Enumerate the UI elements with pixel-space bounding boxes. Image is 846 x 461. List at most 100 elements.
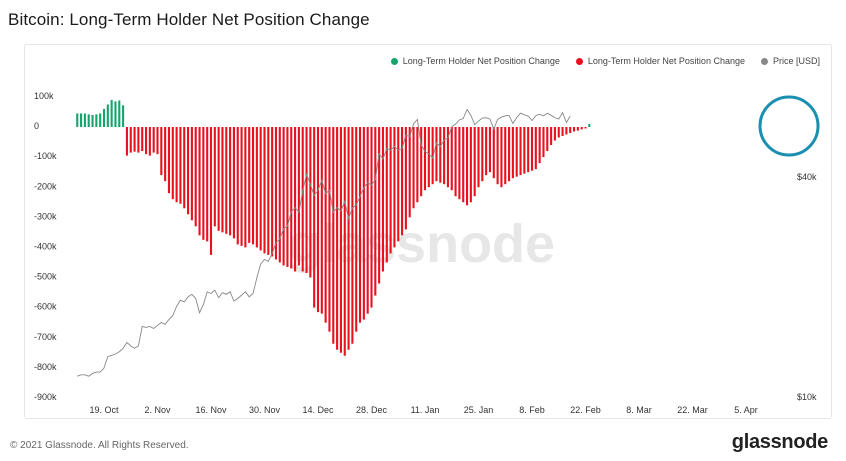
lth-net-change-bar — [102, 108, 106, 127]
y-tick-label: -100k — [34, 151, 57, 161]
copyright-text: © 2021 Glassnode. All Rights Reserved. — [10, 440, 189, 451]
lth-net-change-bar — [523, 127, 526, 174]
lth-net-change-bar — [488, 127, 492, 173]
legend-dot-gray — [760, 57, 768, 65]
x-tick-label: 2. Nov — [144, 405, 171, 415]
price-tick-label: $10k — [797, 392, 817, 402]
lth-net-change-bar — [378, 127, 381, 284]
lth-net-change-bar — [114, 101, 117, 127]
y-tick-label: -900k — [34, 392, 57, 402]
lth-net-change-bar — [389, 127, 392, 254]
lth-net-change-bar — [374, 127, 377, 296]
lth-net-change-bar — [320, 127, 323, 314]
x-tick-label: 8. Mar — [626, 405, 652, 415]
x-tick-label: 19. Oct — [89, 405, 119, 415]
lth-net-change-bar — [236, 127, 239, 245]
x-tick-label: 22. Mar — [677, 405, 708, 415]
y-tick-label: -400k — [34, 242, 57, 252]
lth-net-change-bar — [420, 127, 423, 197]
lth-net-change-bar — [580, 127, 583, 130]
lth-net-change-bar — [244, 127, 247, 248]
legend-label-lth-positive: Long-Term Holder Net Position Change — [402, 56, 560, 66]
legend-item-lth-negative[interactable]: Long-Term Holder Net Position Change — [575, 56, 745, 66]
lth-net-change-bar — [439, 127, 442, 183]
lth-net-change-bar — [504, 127, 507, 185]
lth-net-change-bar — [469, 127, 472, 203]
lth-net-change-bar — [561, 127, 564, 137]
lth-net-change-bar — [95, 114, 98, 127]
lth-net-change-bar — [393, 127, 396, 248]
y-tick-label: -500k — [34, 272, 57, 282]
lth-net-change-bar — [152, 127, 155, 153]
lth-net-change-bar — [431, 127, 434, 185]
lth-net-change-bar — [534, 127, 537, 170]
lth-net-change-bar — [206, 127, 209, 242]
lth-net-change-bar — [99, 113, 102, 127]
x-tick-label: 8. Feb — [519, 405, 545, 415]
lth-net-change-bar — [137, 127, 140, 153]
lth-net-change-bar — [183, 127, 186, 209]
lth-net-change-bar — [358, 127, 362, 323]
lth-net-change-bar — [462, 127, 465, 203]
lth-net-change-bar — [198, 127, 201, 236]
lth-net-change-bar — [156, 127, 159, 155]
lth-net-change-bar — [355, 127, 358, 332]
x-tick-label: 28. Dec — [356, 405, 388, 415]
lth-net-change-bar — [213, 127, 216, 227]
lth-net-change-bar — [133, 127, 136, 152]
lth-net-change-bar — [221, 127, 224, 233]
x-tick-label: 16. Nov — [195, 405, 227, 415]
x-tick-label: 11. Jan — [411, 405, 440, 415]
lth-net-change-bar — [550, 127, 553, 146]
lth-net-change-bar — [553, 127, 556, 141]
lth-net-change-bar — [397, 127, 400, 242]
watermark: glassnode — [288, 214, 555, 274]
lth-net-change-bar — [76, 113, 79, 127]
lth-net-change-bar — [458, 127, 461, 200]
lth-net-change-bar — [500, 127, 503, 188]
lth-net-change-bar — [225, 127, 228, 234]
lth-net-change-bar — [278, 127, 281, 263]
lth-net-change-bar — [546, 127, 549, 152]
lth-net-change-bar — [527, 127, 530, 173]
lth-net-change-bar — [267, 127, 270, 255]
lth-net-change-bar — [576, 127, 579, 131]
lth-net-change-bar — [141, 127, 144, 152]
lth-net-change-bar — [538, 127, 541, 164]
lth-net-change-bar — [229, 127, 232, 236]
lth-net-change-bar — [251, 127, 255, 245]
x-tick-label: 25. Jan — [464, 405, 494, 415]
x-tick-label: 30. Nov — [249, 405, 281, 415]
lth-net-change-bar — [263, 127, 266, 254]
lth-net-change-bar — [519, 127, 522, 176]
lth-net-change-bar — [175, 127, 178, 203]
lth-net-change-bar — [572, 127, 576, 132]
lth-net-change-bar — [110, 99, 113, 127]
lth-net-change-bar — [301, 127, 304, 272]
lth-net-change-bar — [492, 127, 495, 179]
lth-net-change-bar — [450, 127, 453, 191]
lth-net-change-bar — [381, 127, 385, 272]
price-tick-label: $40k — [797, 172, 817, 182]
lth-net-change-bar — [412, 127, 415, 209]
lth-net-change-bar — [248, 127, 251, 243]
legend-item-price[interactable]: Price [USD] — [760, 56, 820, 66]
lth-net-change-bar — [87, 114, 90, 127]
lth-net-change-bar — [404, 127, 407, 230]
legend-item-lth-positive[interactable]: Long-Term Holder Net Position Change — [390, 56, 560, 66]
lth-net-change-bar — [477, 127, 480, 188]
legend-dot-red — [575, 57, 583, 65]
lth-net-change-bar — [129, 127, 132, 153]
y-tick-label: -600k — [34, 302, 57, 312]
lth-net-change-bar — [481, 127, 484, 182]
lth-net-change-bar — [446, 127, 449, 188]
lth-net-change-bar — [316, 127, 320, 313]
lth-net-change-bar — [125, 127, 128, 156]
lth-net-change-bar — [271, 127, 274, 257]
lth-net-change-bar — [274, 127, 278, 260]
lth-net-change-bar — [217, 127, 220, 231]
lth-net-change-bar — [347, 127, 350, 350]
lth-net-change-bar — [294, 127, 297, 272]
lth-net-change-bar — [148, 127, 151, 156]
